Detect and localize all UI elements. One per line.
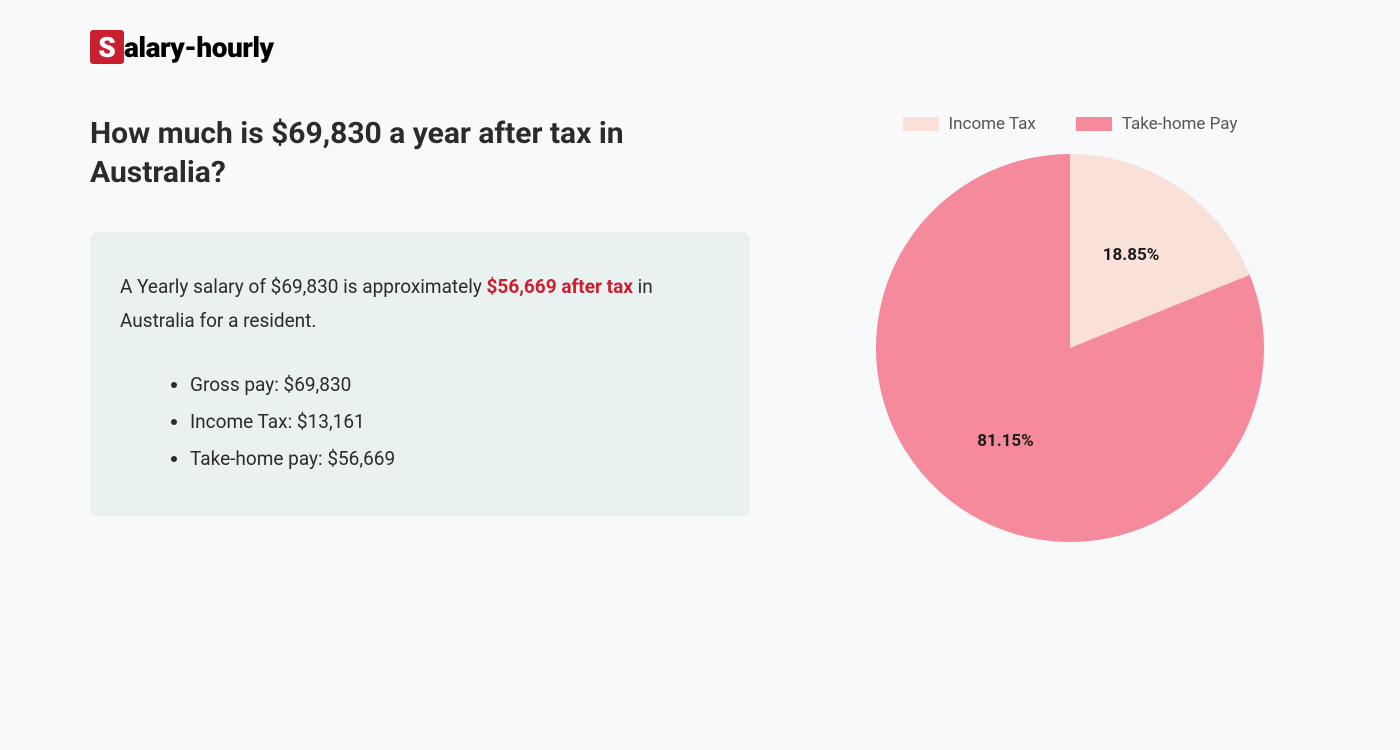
- page-title: How much is $69,830 a year after tax in …: [90, 114, 750, 192]
- right-column: Income Tax Take-home Pay 18.85% 81.15%: [830, 114, 1310, 542]
- legend-item-take-home: Take-home Pay: [1076, 114, 1238, 134]
- bullet-item: Gross pay: $69,830: [190, 366, 720, 403]
- bullet-item: Take-home pay: $56,669: [190, 440, 720, 477]
- summary-text: A Yearly salary of $69,830 is approximat…: [120, 270, 720, 338]
- summary-prefix: A Yearly salary of $69,830 is approximat…: [120, 275, 487, 298]
- pie-chart: 18.85% 81.15%: [876, 154, 1264, 542]
- bullet-list: Gross pay: $69,830 Income Tax: $13,161 T…: [120, 366, 720, 477]
- legend-swatch: [903, 117, 939, 131]
- left-column: How much is $69,830 a year after tax in …: [90, 114, 750, 542]
- legend-swatch: [1076, 117, 1112, 131]
- pie-slice-label: 18.85%: [1103, 245, 1160, 265]
- pie-slice-label: 81.15%: [977, 431, 1034, 451]
- logo: S alary-hourly: [90, 30, 1310, 64]
- legend-label: Take-home Pay: [1122, 114, 1238, 134]
- bullet-item: Income Tax: $13,161: [190, 403, 720, 440]
- pie-svg: [876, 154, 1264, 542]
- logo-text: alary-hourly: [124, 31, 274, 64]
- legend-label: Income Tax: [949, 114, 1036, 134]
- legend-item-income-tax: Income Tax: [903, 114, 1036, 134]
- summary-highlight: $56,669 after tax: [487, 275, 633, 298]
- logo-s-badge: S: [90, 30, 124, 64]
- info-box: A Yearly salary of $69,830 is approximat…: [90, 232, 750, 516]
- pie-legend: Income Tax Take-home Pay: [903, 114, 1238, 134]
- content-row: How much is $69,830 a year after tax in …: [90, 114, 1310, 542]
